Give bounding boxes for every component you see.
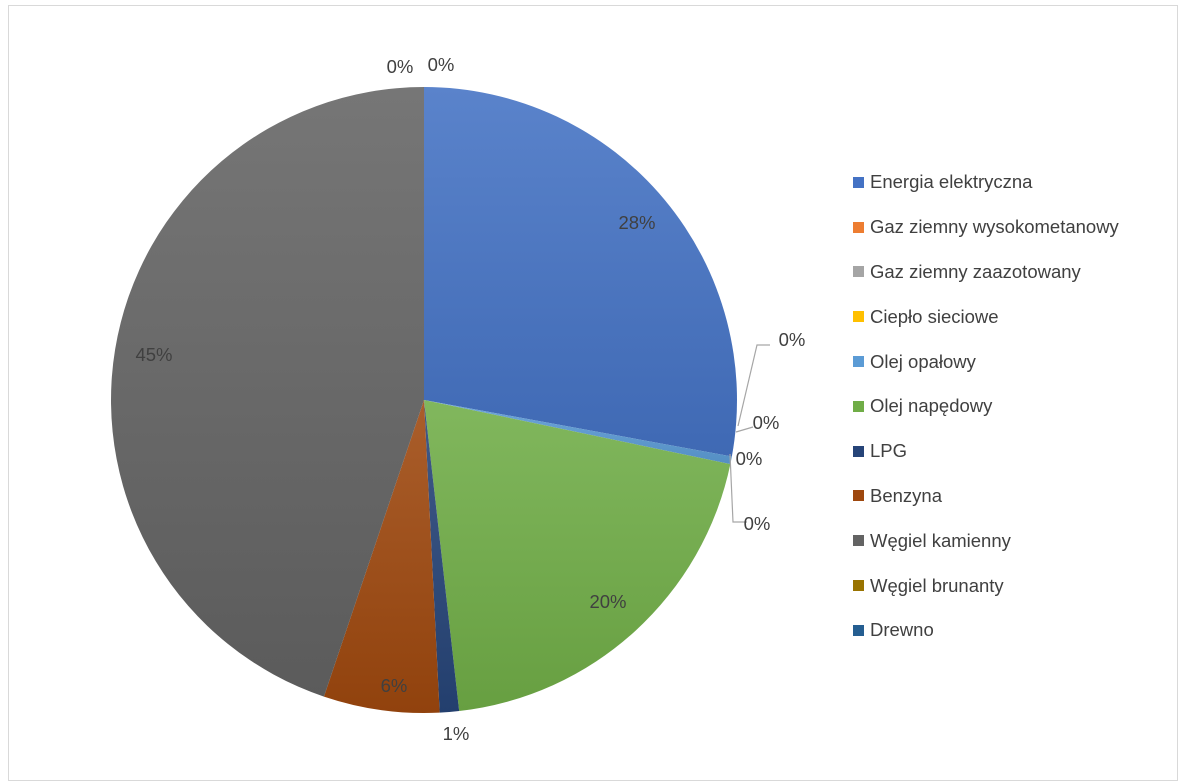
data-label: 0% — [428, 54, 455, 75]
pie-slice-węgiel-kamienny — [111, 87, 425, 697]
legend-label: LPG — [870, 440, 908, 462]
legend-label: Olej opałowy — [870, 350, 976, 372]
data-label: 28% — [618, 212, 655, 233]
legend-label: Gaz ziemny zaazotowany — [870, 260, 1081, 282]
pie-slice-energia-elektryczna — [424, 87, 737, 457]
pie-slice-benzyna — [323, 400, 440, 714]
legend-swatch — [853, 445, 864, 457]
legend-swatch — [853, 580, 864, 592]
legend-item: Drewno — [853, 608, 1119, 653]
pie-slice-lpg — [424, 400, 460, 713]
leader-line — [729, 453, 747, 523]
data-label: 20% — [589, 591, 626, 612]
data-labels: 28% 0% 0% 0% 0% 20% 1% 6% 45% 0% 0% — [135, 54, 805, 744]
legend-label: Energia elektryczna — [870, 171, 1033, 193]
legend-swatch — [853, 535, 864, 547]
legend-label: Benzyna — [870, 484, 942, 506]
legend-item: Gaz ziemny wysokometanowy — [853, 205, 1119, 250]
pie-slice-olej-napędowy — [424, 400, 731, 712]
legend-item: Olej napędowy — [853, 384, 1119, 429]
legend-label: Olej napędowy — [870, 395, 993, 417]
legend-swatch — [853, 266, 864, 278]
data-label: 0% — [736, 448, 763, 469]
legend-swatch — [853, 400, 864, 412]
legend-swatch — [853, 624, 864, 636]
pie-slices — [111, 87, 737, 714]
leader-line — [737, 344, 770, 427]
data-label: 0% — [779, 329, 806, 350]
leader-lines — [729, 344, 770, 523]
legend-item: Ciepło sieciowe — [853, 294, 1119, 339]
legend-item: Olej opałowy — [853, 339, 1119, 384]
legend-item: LPG — [853, 429, 1119, 474]
data-label: 0% — [753, 412, 780, 433]
legend-swatch — [853, 221, 864, 233]
legend-item: Gaz ziemny zaazotowany — [853, 250, 1119, 295]
legend-label: Gaz ziemny wysokometanowy — [870, 216, 1119, 238]
legend: Energia elektryczna Gaz ziemny wysokometa… — [853, 160, 1119, 653]
legend-label: Drewno — [870, 619, 934, 641]
legend-label: Węgiel kamienny — [870, 529, 1011, 551]
legend-swatch — [853, 176, 864, 188]
legend-item: Benzyna — [853, 474, 1119, 519]
data-label: 0% — [387, 56, 414, 77]
data-label: 1% — [443, 723, 470, 744]
data-label: 0% — [744, 513, 771, 534]
legend-label: Ciepło sieciowe — [870, 305, 999, 327]
leader-line — [735, 426, 754, 433]
data-label: 45% — [135, 344, 172, 365]
legend-item: Węgiel brunanty — [853, 563, 1119, 608]
data-label: 6% — [381, 675, 408, 696]
legend-swatch — [853, 356, 864, 368]
legend-item: Węgiel kamienny — [853, 518, 1119, 563]
legend-swatch — [853, 490, 864, 502]
legend-swatch — [853, 311, 864, 323]
legend-item: Energia elektryczna — [853, 160, 1119, 205]
pie-slice-olej-opałowy — [424, 400, 732, 465]
legend-label: Węgiel brunanty — [870, 574, 1004, 596]
